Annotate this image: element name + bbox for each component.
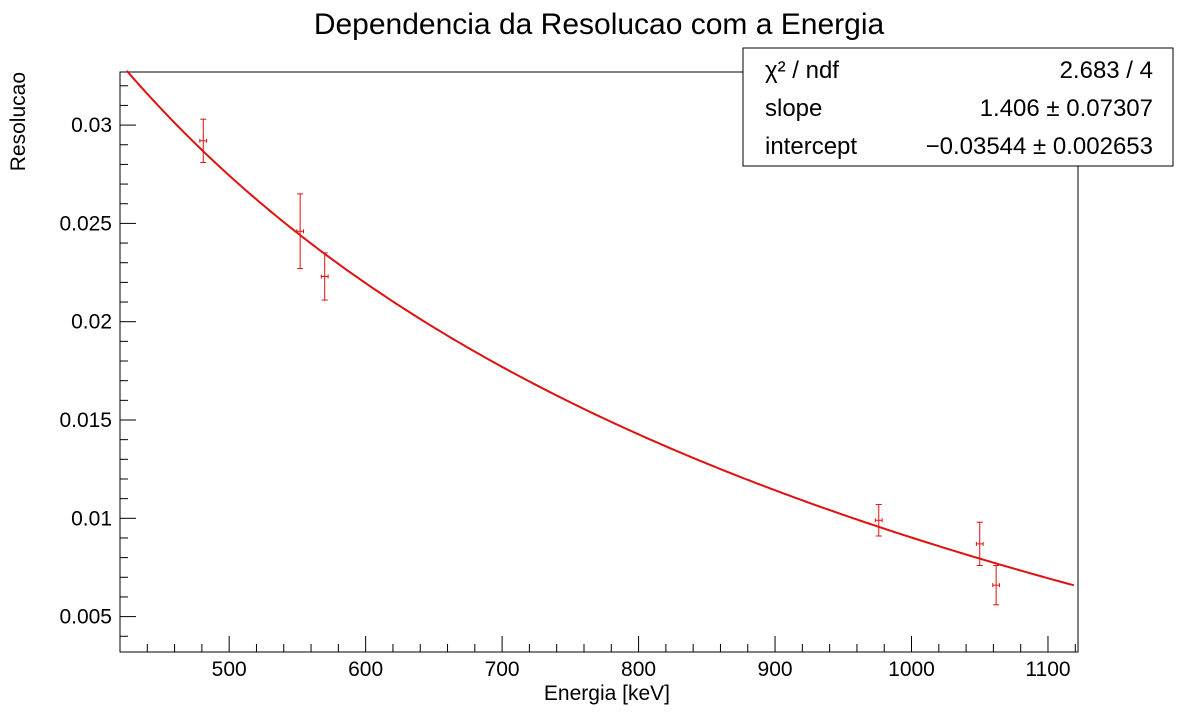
stats-value: −0.03544 ± 0.002653 <box>926 133 1153 160</box>
y-tick-label: 0.005 <box>59 606 112 629</box>
data-points <box>199 118 1001 606</box>
fit-curve <box>126 70 1075 587</box>
x-tick-label: 700 <box>485 658 520 681</box>
stats-label: intercept <box>765 133 857 160</box>
x-axis-title: Energia [keV] <box>544 682 670 705</box>
y-tick-label: 0.015 <box>59 409 112 432</box>
stats-label: χ² / ndf <box>765 57 839 84</box>
y-axis-title: Resolucao <box>7 72 30 171</box>
fit-stats-box: χ² / ndf 2.683 / 4 slope 1.406 ± 0.07307 int… <box>742 47 1174 167</box>
plot-frame <box>119 71 1079 653</box>
y-tick-label: 0.025 <box>59 212 112 235</box>
stats-label: slope <box>765 95 822 122</box>
x-tick-label: 800 <box>621 658 656 681</box>
x-tick-label: 900 <box>758 658 793 681</box>
stats-value: 2.683 / 4 <box>1060 57 1153 84</box>
x-axis: 500 600 700 800 900 1000 1100 <box>119 636 1076 681</box>
data-point <box>296 193 305 270</box>
data-point <box>874 504 883 537</box>
y-tick-label: 0.02 <box>71 311 112 334</box>
x-tick-label: 600 <box>348 658 383 681</box>
x-tick-label: 1100 <box>1025 658 1070 681</box>
chart-title: Dependencia da Resolucao com a Energia <box>314 8 885 41</box>
data-point <box>320 252 329 301</box>
x-tick-label: 1000 <box>888 658 935 681</box>
stats-value: 1.406 ± 0.07307 <box>980 95 1153 122</box>
data-point <box>975 521 984 566</box>
y-axis: 0.005 0.01 0.015 0.02 0.025 0.03 <box>59 85 136 637</box>
y-tick-label: 0.03 <box>71 114 112 137</box>
x-tick-label: 500 <box>212 658 247 681</box>
y-tick-label: 0.01 <box>71 507 112 530</box>
data-point <box>199 118 208 163</box>
data-point <box>992 564 1001 606</box>
